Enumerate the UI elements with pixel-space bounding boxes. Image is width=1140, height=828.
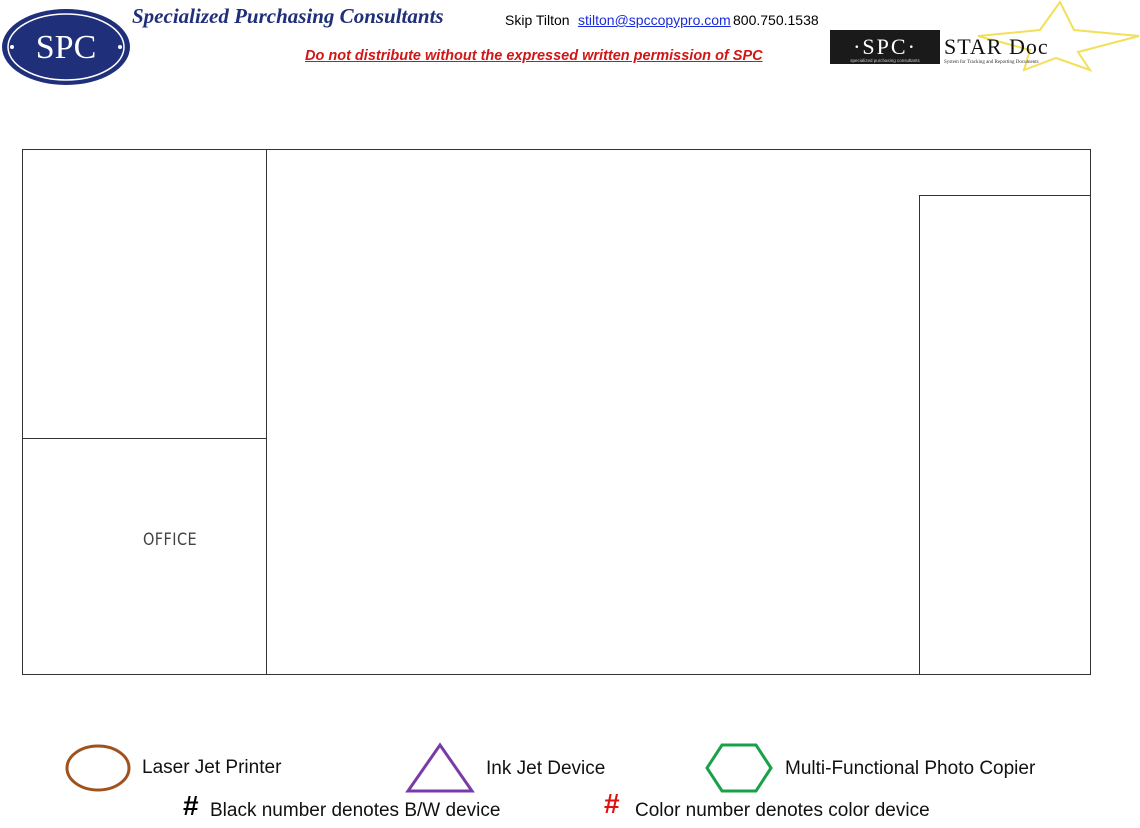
- distribution-disclaimer: Do not distribute without the expressed …: [305, 48, 763, 64]
- contact-name: Skip Tilton: [505, 12, 570, 28]
- stardoc-spc-tagline: specialized purchasing consultants: [850, 58, 920, 63]
- stardoc-product-text: STAR Doc: [944, 34, 1049, 59]
- room-left-upper: [22, 149, 267, 439]
- mfp-hexagon-icon: [705, 743, 773, 793]
- star-icon: [977, 0, 1140, 72]
- stardoc-product-tagline: System for Tracking and Reporting Docume…: [944, 60, 1039, 65]
- spc-logo-text: SPC: [36, 29, 97, 66]
- stardoc-spc-text: ·SPC·: [853, 34, 917, 59]
- room-office: [22, 438, 267, 675]
- red-hash-icon: #: [604, 788, 620, 819]
- legend-laser-jet-label: Laser Jet Printer: [142, 757, 282, 778]
- spc-logo: SPC: [2, 9, 130, 85]
- legend-bw-label: Black number denotes B/W device: [210, 800, 501, 821]
- company-name: Specialized Purchasing Consultants: [132, 4, 444, 28]
- ink-jet-triangle-icon: [405, 742, 475, 793]
- laser-jet-oval-icon: [65, 744, 131, 792]
- legend-color-label: Color number denotes color device: [635, 800, 930, 821]
- room-right: [919, 195, 1091, 675]
- legend-ink-jet-label: Ink Jet Device: [486, 758, 606, 779]
- black-hash-icon: #: [183, 790, 199, 821]
- stardoc-logo: ·SPC· specialized purchasing consultants…: [830, 0, 1140, 72]
- contact-phone: 800.750.1538: [733, 12, 819, 28]
- contact-email-link[interactable]: stilton@spccopypro.com: [578, 12, 731, 28]
- office-room-label: OFFICE: [143, 530, 198, 550]
- legend-mfp-label: Multi-Functional Photo Copier: [785, 758, 1036, 779]
